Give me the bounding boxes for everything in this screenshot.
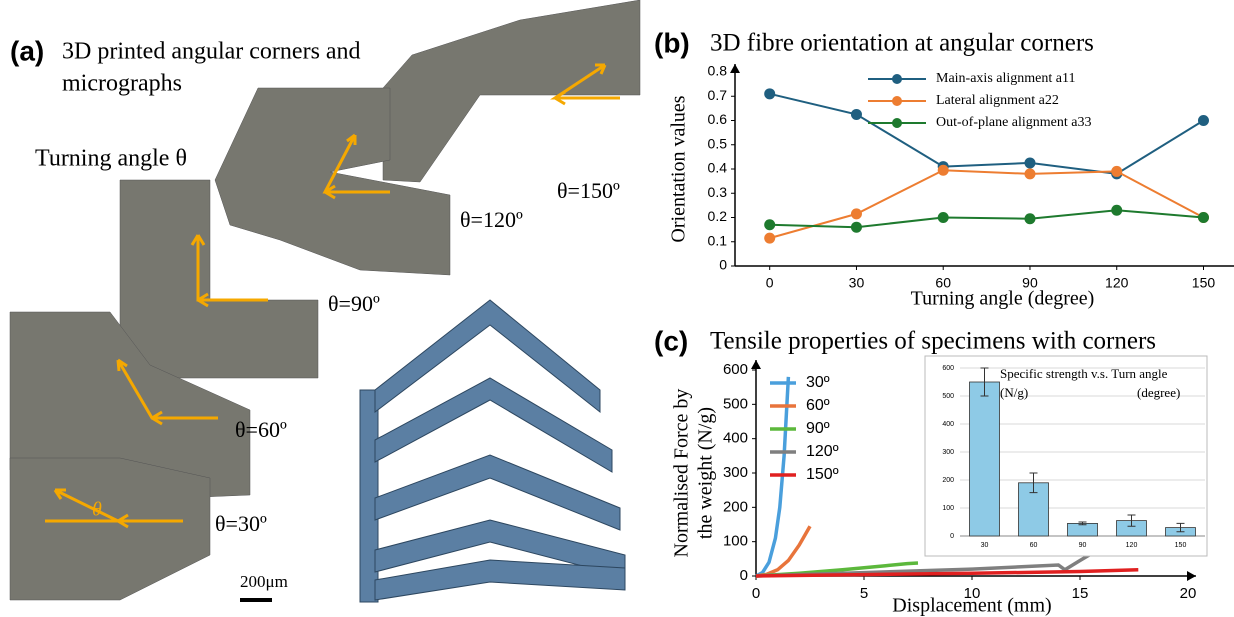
y-tick-label: 0.4 bbox=[708, 160, 728, 176]
data-point bbox=[851, 222, 862, 233]
x-axis-label: Turning angle (degree) bbox=[911, 288, 1095, 310]
x-tick-label: 90 bbox=[1079, 542, 1087, 549]
x-tick-label: 30 bbox=[849, 275, 865, 291]
panel-title: micrographs bbox=[62, 71, 182, 97]
inset-title: Specific strength v.s. Turn angle bbox=[1000, 366, 1168, 381]
legend-label: Out-of-plane alignment a33 bbox=[936, 115, 1092, 130]
legend-label: 150º bbox=[806, 466, 839, 483]
y-tick-label: 400 bbox=[942, 421, 954, 428]
series-line bbox=[770, 210, 1204, 227]
legend-label: 60º bbox=[806, 397, 830, 414]
y-tick-label: 0.8 bbox=[708, 63, 728, 79]
x-tick-label: 150 bbox=[1192, 275, 1216, 291]
angle-label: θ=150º bbox=[557, 178, 620, 203]
inset-x-unit: (degree) bbox=[1137, 385, 1180, 400]
x-tick-label: 0 bbox=[752, 585, 760, 602]
x-tick-label: 5 bbox=[860, 585, 868, 602]
data-point bbox=[938, 165, 949, 176]
angle-label: θ=120º bbox=[460, 207, 523, 232]
legend-label: 30º bbox=[806, 374, 830, 391]
chart-title: Tensile properties of specimens with cor… bbox=[710, 328, 1156, 355]
y-tick-label: 500 bbox=[942, 393, 954, 400]
panel-label: (c) bbox=[654, 325, 688, 356]
panel-label: (a) bbox=[10, 35, 44, 66]
x-tick-label: 150 bbox=[1175, 542, 1187, 549]
x-tick-label: 120 bbox=[1126, 542, 1138, 549]
legend-marker bbox=[892, 74, 902, 84]
y-tick-label: 300 bbox=[942, 449, 954, 456]
angle-label: θ=90º bbox=[328, 291, 380, 316]
y-tick-label: 600 bbox=[942, 365, 954, 372]
y-tick-label: 600 bbox=[723, 361, 748, 378]
x-tick-label: 90 bbox=[1022, 275, 1038, 291]
y-tick-label: 200 bbox=[723, 498, 748, 515]
data-point bbox=[764, 233, 775, 244]
angle-label: θ=30º bbox=[215, 511, 267, 536]
legend-label: 90º bbox=[806, 420, 830, 437]
x-tick-label: 30 bbox=[981, 542, 989, 549]
y-tick-label: 0.7 bbox=[708, 87, 728, 103]
annotation: Turning angle θ bbox=[35, 146, 187, 172]
axis-arrow bbox=[751, 360, 761, 369]
y-tick-label: 0 bbox=[950, 533, 954, 540]
data-point bbox=[1024, 168, 1035, 179]
data-point bbox=[1111, 205, 1122, 216]
legend-label: Lateral alignment a22 bbox=[936, 93, 1059, 108]
figure: (a) 3D printed angular corners and micro… bbox=[0, 0, 1234, 617]
y-tick-label: 100 bbox=[942, 505, 954, 512]
y-tick-label: 0 bbox=[719, 257, 727, 273]
x-tick-label: 10 bbox=[964, 585, 981, 602]
inset-y-unit: (N/g) bbox=[1000, 385, 1028, 400]
panel-title: 3D printed angular corners and bbox=[62, 39, 361, 65]
y-tick-label: 0.6 bbox=[708, 111, 728, 127]
y-tick-label: 200 bbox=[942, 477, 954, 484]
bar bbox=[970, 382, 1000, 536]
panel-label: (b) bbox=[654, 27, 690, 58]
series-line bbox=[770, 170, 1204, 238]
y-tick-label: 100 bbox=[723, 533, 748, 550]
y-tick-label: 0 bbox=[740, 567, 748, 584]
y-axis-label: Orientation values bbox=[668, 95, 690, 242]
y-tick-label: 0.5 bbox=[708, 135, 728, 151]
data-point bbox=[938, 212, 949, 223]
x-tick-label: 15 bbox=[1072, 585, 1089, 602]
y-tick-label: 400 bbox=[723, 430, 748, 447]
y-tick-label: 300 bbox=[723, 464, 748, 481]
legend-label: 120º bbox=[806, 443, 839, 460]
data-point bbox=[1111, 166, 1122, 177]
legend-marker bbox=[892, 96, 902, 106]
data-point bbox=[1198, 212, 1209, 223]
x-tick-label: 60 bbox=[935, 275, 951, 291]
legend-marker bbox=[892, 118, 902, 128]
y-tick-label: 500 bbox=[723, 395, 748, 412]
y-tick-label: 0.1 bbox=[708, 232, 728, 248]
chart-title: 3D fibre orientation at angular corners bbox=[710, 30, 1094, 57]
y-tick-label: 0.2 bbox=[708, 208, 728, 224]
angle-label: θ=60º bbox=[235, 417, 287, 442]
y-axis-label: the weight (N/g) bbox=[695, 407, 717, 539]
data-point bbox=[1024, 213, 1035, 224]
data-point bbox=[851, 208, 862, 219]
y-axis-label: Normalised Force by bbox=[671, 389, 693, 558]
data-point bbox=[851, 109, 862, 120]
data-point bbox=[764, 219, 775, 230]
x-tick-label: 60 bbox=[1030, 542, 1038, 549]
data-point bbox=[1024, 157, 1035, 168]
y-tick-label: 0.3 bbox=[708, 184, 728, 200]
printed-part-model bbox=[360, 300, 625, 602]
x-tick-label: 20 bbox=[1180, 585, 1197, 602]
micrograph-150 bbox=[383, 0, 640, 182]
theta: θ bbox=[92, 499, 102, 521]
scale-bar-label: 200μm bbox=[240, 572, 288, 591]
data-point bbox=[764, 88, 775, 99]
data-point bbox=[1198, 115, 1209, 126]
legend-label: Main-axis alignment a11 bbox=[936, 71, 1075, 86]
micrograph-30 bbox=[10, 458, 210, 600]
x-tick-label: 0 bbox=[766, 275, 774, 291]
x-tick-label: 120 bbox=[1105, 275, 1129, 291]
